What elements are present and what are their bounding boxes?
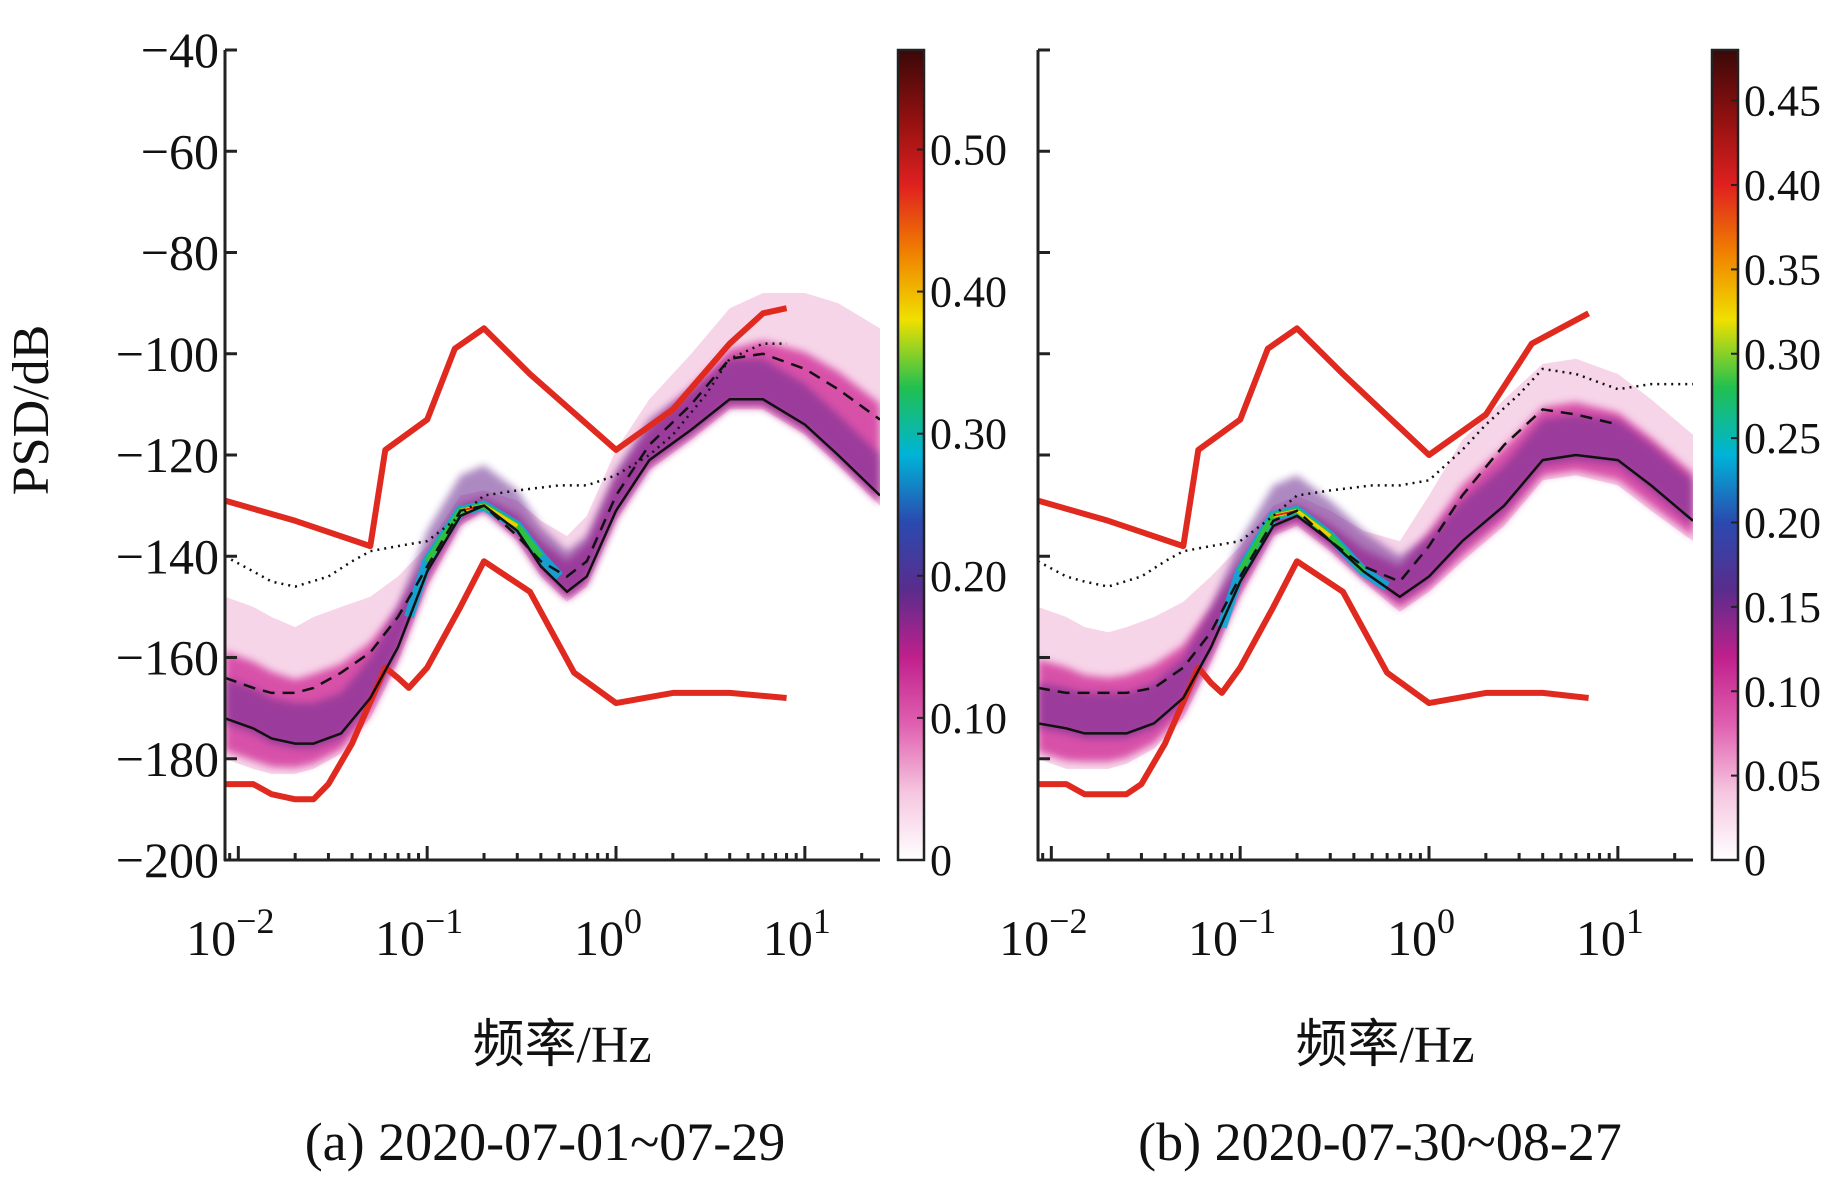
y-tick-label: −140 [116,528,219,584]
colorbar-tick-label: 0.30 [1744,330,1821,379]
colorbar-tick-label: 0 [1744,836,1766,885]
y-tick-label: −160 [116,630,219,686]
panel-a: −40 −60 −80 −100 −120 −140 −160 −180 −200 10−2 10−… [3,22,1007,1172]
x-tick-label: 10−1 [1188,901,1276,966]
x-axis-title-a: 频率/Hz [472,1017,651,1074]
psd-density-map-a [225,293,880,774]
colorbar-tick-label: 0 [930,836,952,885]
x-tick-label: 100 [574,901,642,966]
series-percentile-line [1038,367,1693,588]
colorbar-tick-label: 0.10 [930,694,1007,743]
x-tick-label: 10−2 [186,901,274,966]
series-nlnm-line [225,558,787,803]
colorbar-tick-label: 0.35 [1744,245,1821,294]
series-nlnm-line [1038,558,1589,798]
series-mean-line [225,352,880,695]
series-nhnm-line [1038,310,1591,550]
colorbar-a: 0 0.10 0.20 0.30 0.40 0.50 [896,48,1007,885]
psd-density-map-b [1038,358,1693,769]
colorbar-tick-label: 0.40 [1744,161,1821,210]
caption-a: (a) 2020-07-01~07-29 [305,1112,786,1172]
y-tick-label: −120 [116,427,219,483]
panel-b: 10−2 10−1 100 101 频率/Hz (b) 2020-07-30~08-2… [999,48,1821,1172]
colorbar-b: 0 0.05 0.10 0.15 0.20 0.25 0.30 0.35 0.40 0.45 [1710,48,1821,885]
colorbar-tick-label: 0.25 [1744,414,1821,463]
y-tick-label: −200 [116,832,219,888]
colorbar-tick-label: 0.45 [1744,77,1821,126]
x-tick-label: 10−2 [999,901,1087,966]
psd-curves-a [225,305,880,803]
y-tick-label: −180 [116,731,219,787]
axes-a: −40 −60 −80 −100 −120 −140 −160 −180 −200 10−2 10−… [116,22,880,966]
series-nhnm-line [225,305,788,550]
density-band-core [225,358,880,749]
x-tick-label: 101 [763,901,831,966]
colorbar-tick-label: 0.15 [1744,583,1821,632]
x-tick-label: 10−1 [375,901,463,966]
colorbar-gradient [896,48,926,862]
y-tick-label: −40 [141,22,219,78]
x-tick-label: 101 [1576,901,1644,966]
colorbar-tick-label: 0.05 [1744,752,1821,801]
caption-b: (b) 2020-07-30~08-27 [1138,1112,1622,1172]
colorbar-tick-label: 0.20 [930,552,1007,601]
colorbar-tick-label: 0.20 [1744,499,1821,548]
colorbar-tick-label: 0.30 [930,410,1007,459]
y-tick-label: −100 [116,326,219,382]
y-axis-title: PSD/dB [3,325,60,496]
colorbar-tick-label: 0.10 [1744,667,1821,716]
colorbar-tick-label: 0.50 [930,125,1007,174]
axes-b: 10−2 10−1 100 101 [999,48,1693,966]
series-mode-line [225,398,880,745]
y-tick-label: −80 [141,225,219,281]
x-axis-title-b: 频率/Hz [1295,1017,1474,1074]
colorbar-gradient [1710,48,1740,862]
series-mode-line [1038,453,1693,735]
colorbar-tick-label: 0.40 [930,268,1007,317]
x-tick-label: 100 [1387,901,1455,966]
y-tick-label: −60 [141,123,219,179]
psd-curves-b [1038,310,1693,798]
